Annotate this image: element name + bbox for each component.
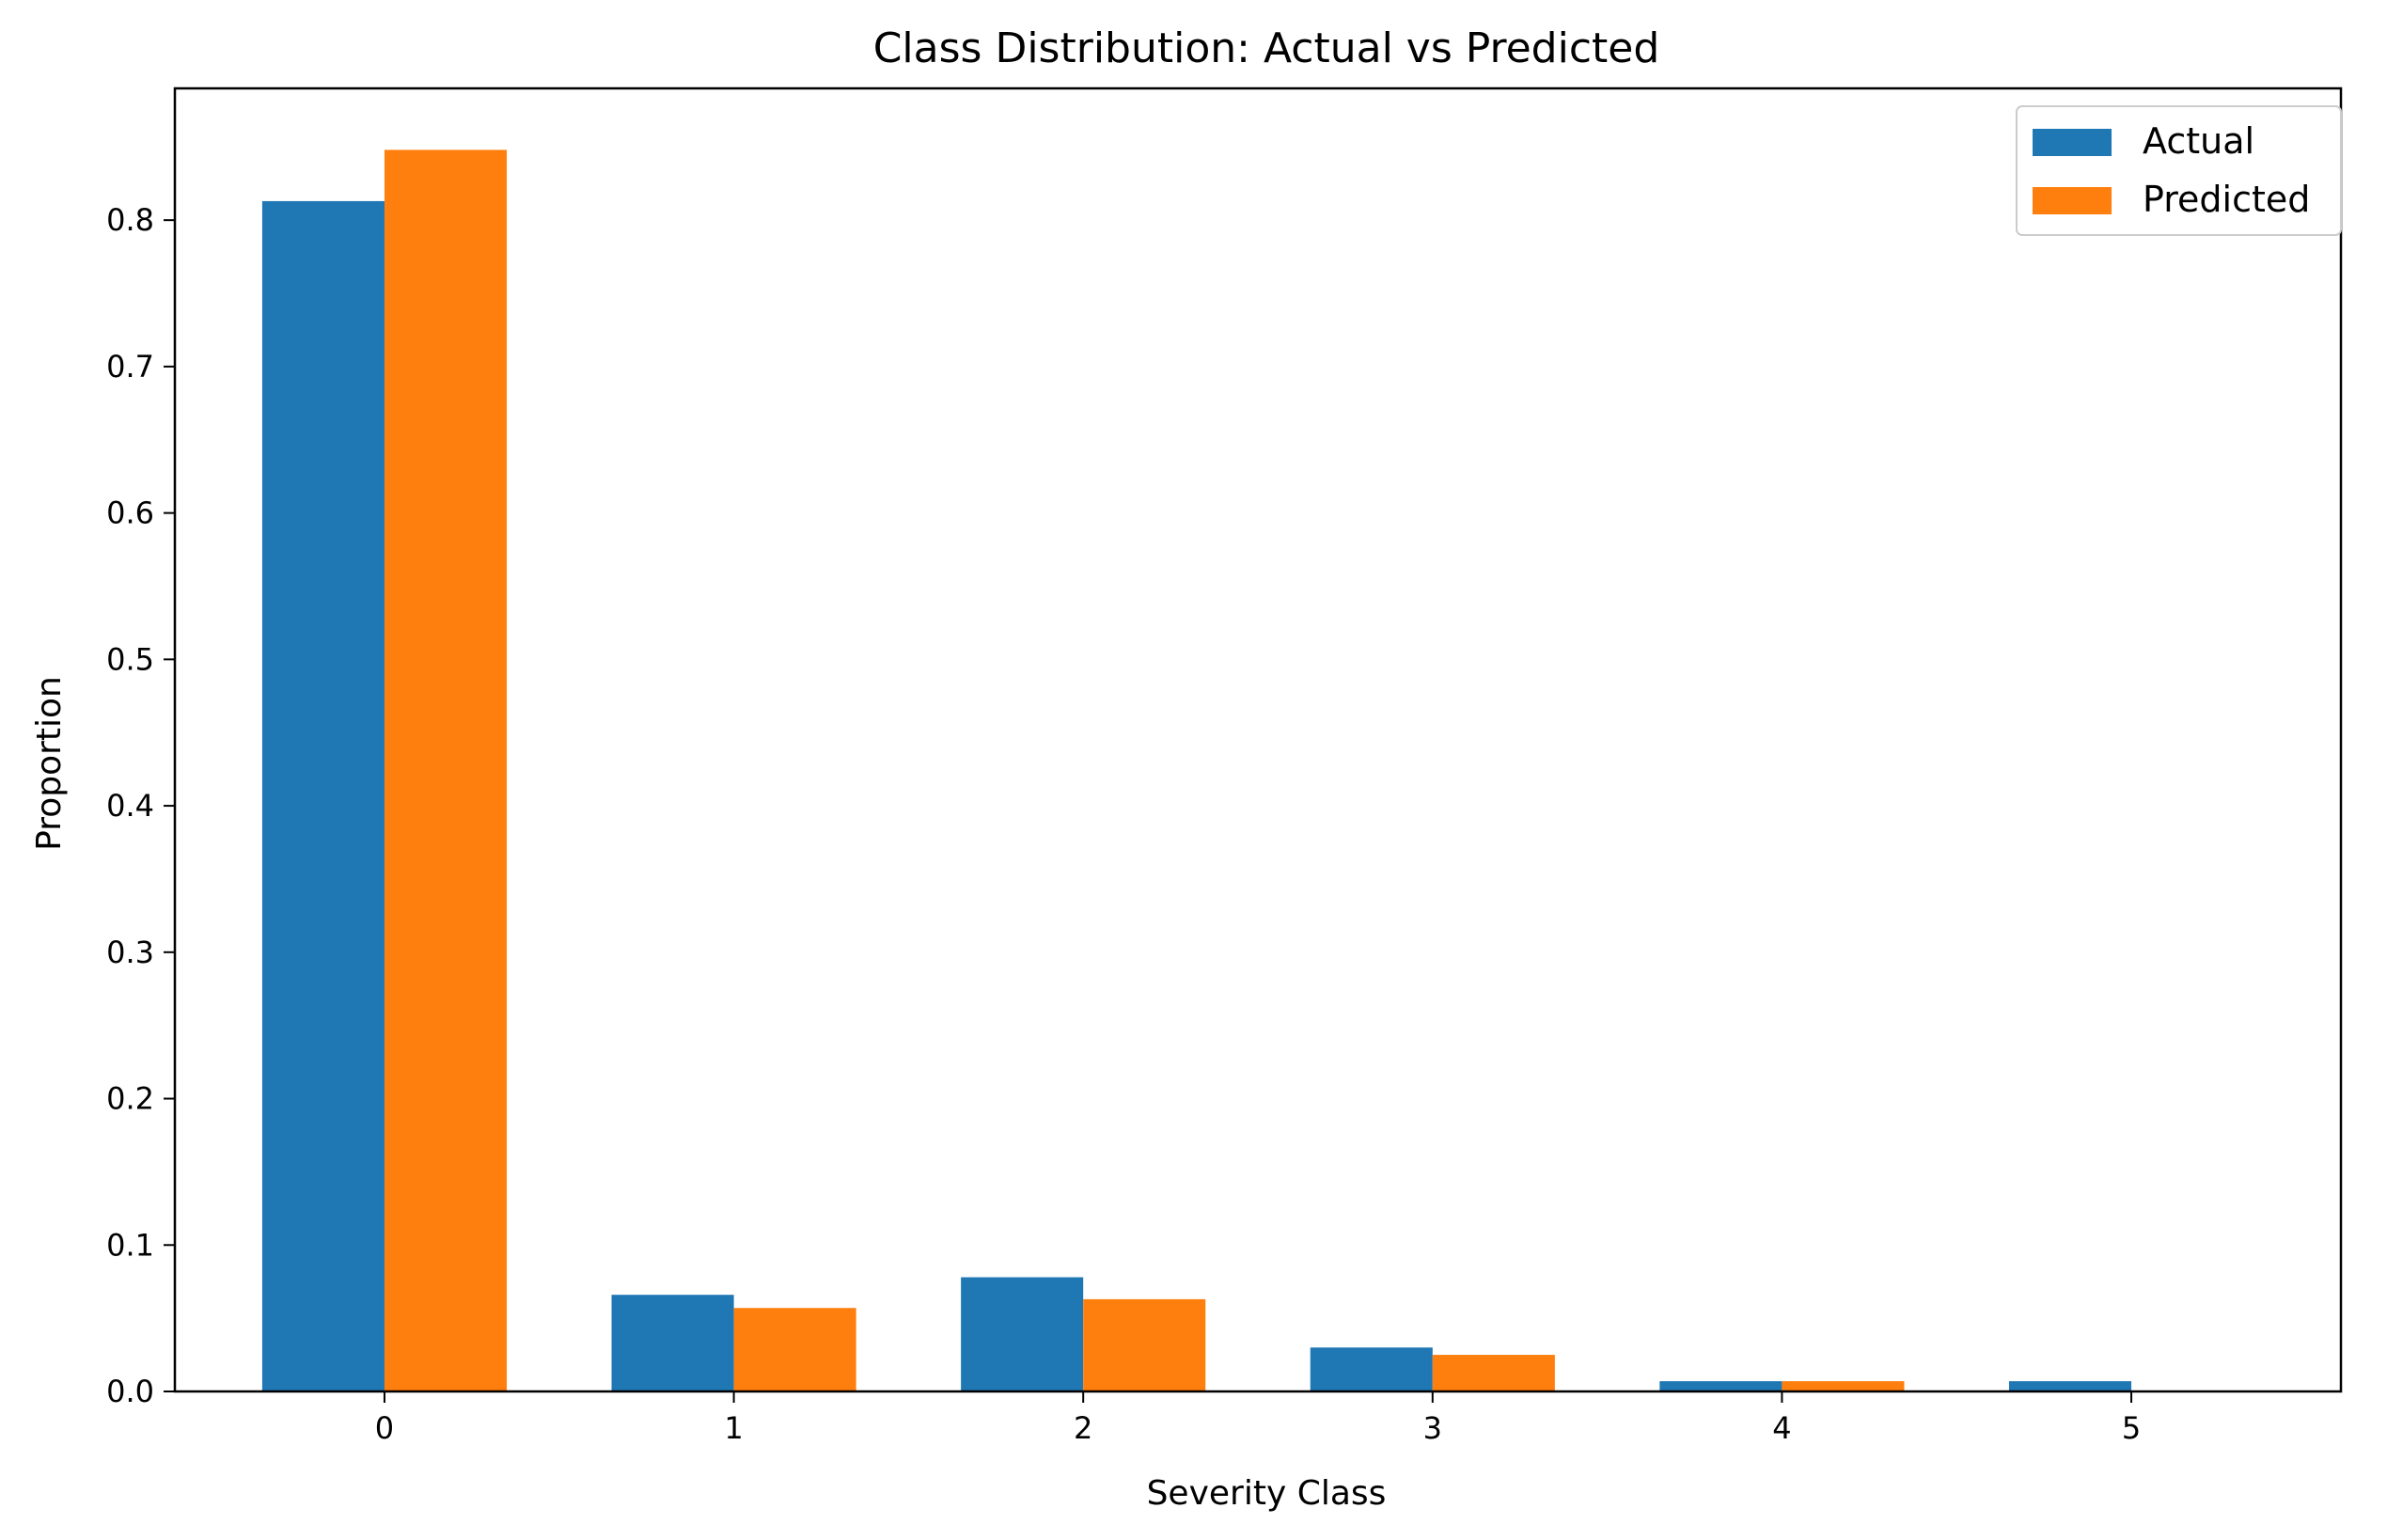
bar-predicted-class-0 <box>384 149 508 1391</box>
x-tick-label: 5 <box>2122 1410 2141 1446</box>
y-tick-label: 0.3 <box>106 935 154 970</box>
legend-label-predicted: Predicted <box>2143 179 2310 220</box>
y-tick-label: 0.8 <box>106 202 154 238</box>
bar-actual-class-2 <box>961 1277 1084 1391</box>
x-axis-label: Severity Class <box>1147 1474 1387 1513</box>
bars-group <box>261 149 2132 1391</box>
x-axis-ticks: 0 1 2 3 4 5 <box>375 1391 2141 1446</box>
bar-predicted-class-3 <box>1432 1355 1555 1391</box>
legend-swatch-actual <box>2033 129 2112 156</box>
y-tick-label: 0.7 <box>106 349 154 385</box>
bar-predicted-class-1 <box>733 1308 856 1391</box>
chart-title: Class Distribution: Actual vs Predicted <box>873 24 1660 72</box>
legend-label-actual: Actual <box>2143 120 2254 162</box>
bar-predicted-class-4 <box>1782 1381 1905 1391</box>
y-tick-label: 0.2 <box>106 1081 154 1117</box>
x-tick-label: 0 <box>375 1410 394 1446</box>
bar-actual-class-5 <box>2008 1381 2132 1391</box>
plot-frame <box>173 86 2343 1393</box>
y-axis-label: Proportion <box>30 676 69 851</box>
x-tick-label: 2 <box>1074 1410 1092 1446</box>
bar-predicted-class-2 <box>1083 1298 1206 1391</box>
y-tick-label: 0.1 <box>106 1227 154 1263</box>
y-tick-label: 0.0 <box>106 1374 154 1409</box>
y-tick-label: 0.5 <box>106 641 154 677</box>
y-tick-label: 0.4 <box>106 788 154 824</box>
x-tick-label: 1 <box>724 1410 743 1446</box>
bar-actual-class-1 <box>611 1295 734 1391</box>
x-tick-label: 4 <box>1772 1410 1791 1446</box>
legend: Actual Predicted <box>2016 105 2342 236</box>
y-tick-label: 0.6 <box>106 495 154 531</box>
y-axis-ticks: 0.0 0.1 0.2 0.3 0.4 0.5 0.6 0.7 0.8 <box>106 202 175 1409</box>
bar-actual-class-3 <box>1310 1347 1433 1391</box>
legend-swatch-predicted <box>2033 187 2112 214</box>
bar-actual-class-4 <box>1659 1381 1782 1391</box>
bar-actual-class-0 <box>261 200 385 1391</box>
x-tick-label: 3 <box>1423 1410 1442 1446</box>
